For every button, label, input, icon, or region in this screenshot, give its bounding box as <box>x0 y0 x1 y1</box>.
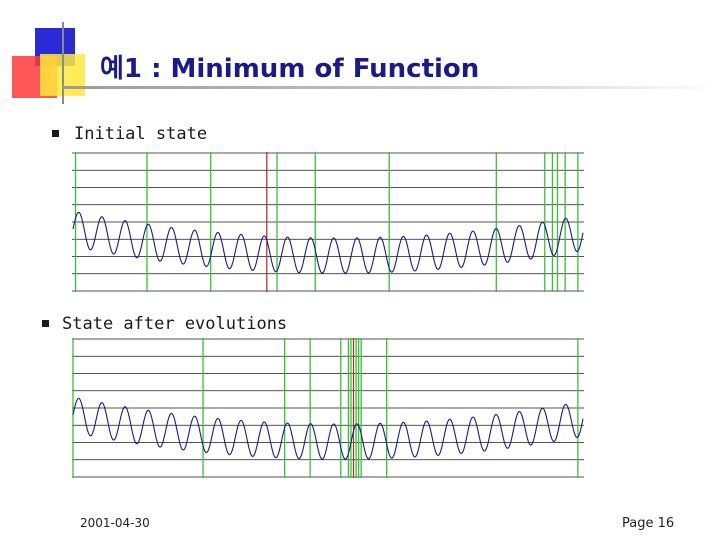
slide-title: 예1 : Minimum of Function <box>100 54 480 84</box>
bullet-marker <box>52 130 59 137</box>
chart-after-evolutions <box>72 338 584 478</box>
decor-vertical-line <box>62 22 64 104</box>
chart-initial-state <box>72 152 584 292</box>
function-curve <box>72 211 584 274</box>
page-number: Page 16 <box>622 516 675 531</box>
bullet-after-evolutions: State after evolutions <box>62 314 288 334</box>
title-underline <box>62 86 720 89</box>
bullet-initial-state: Initial state <box>74 124 208 144</box>
footer-date: 2001-04-30 <box>80 516 150 530</box>
function-curve <box>72 397 584 460</box>
bullet-marker <box>42 320 49 327</box>
